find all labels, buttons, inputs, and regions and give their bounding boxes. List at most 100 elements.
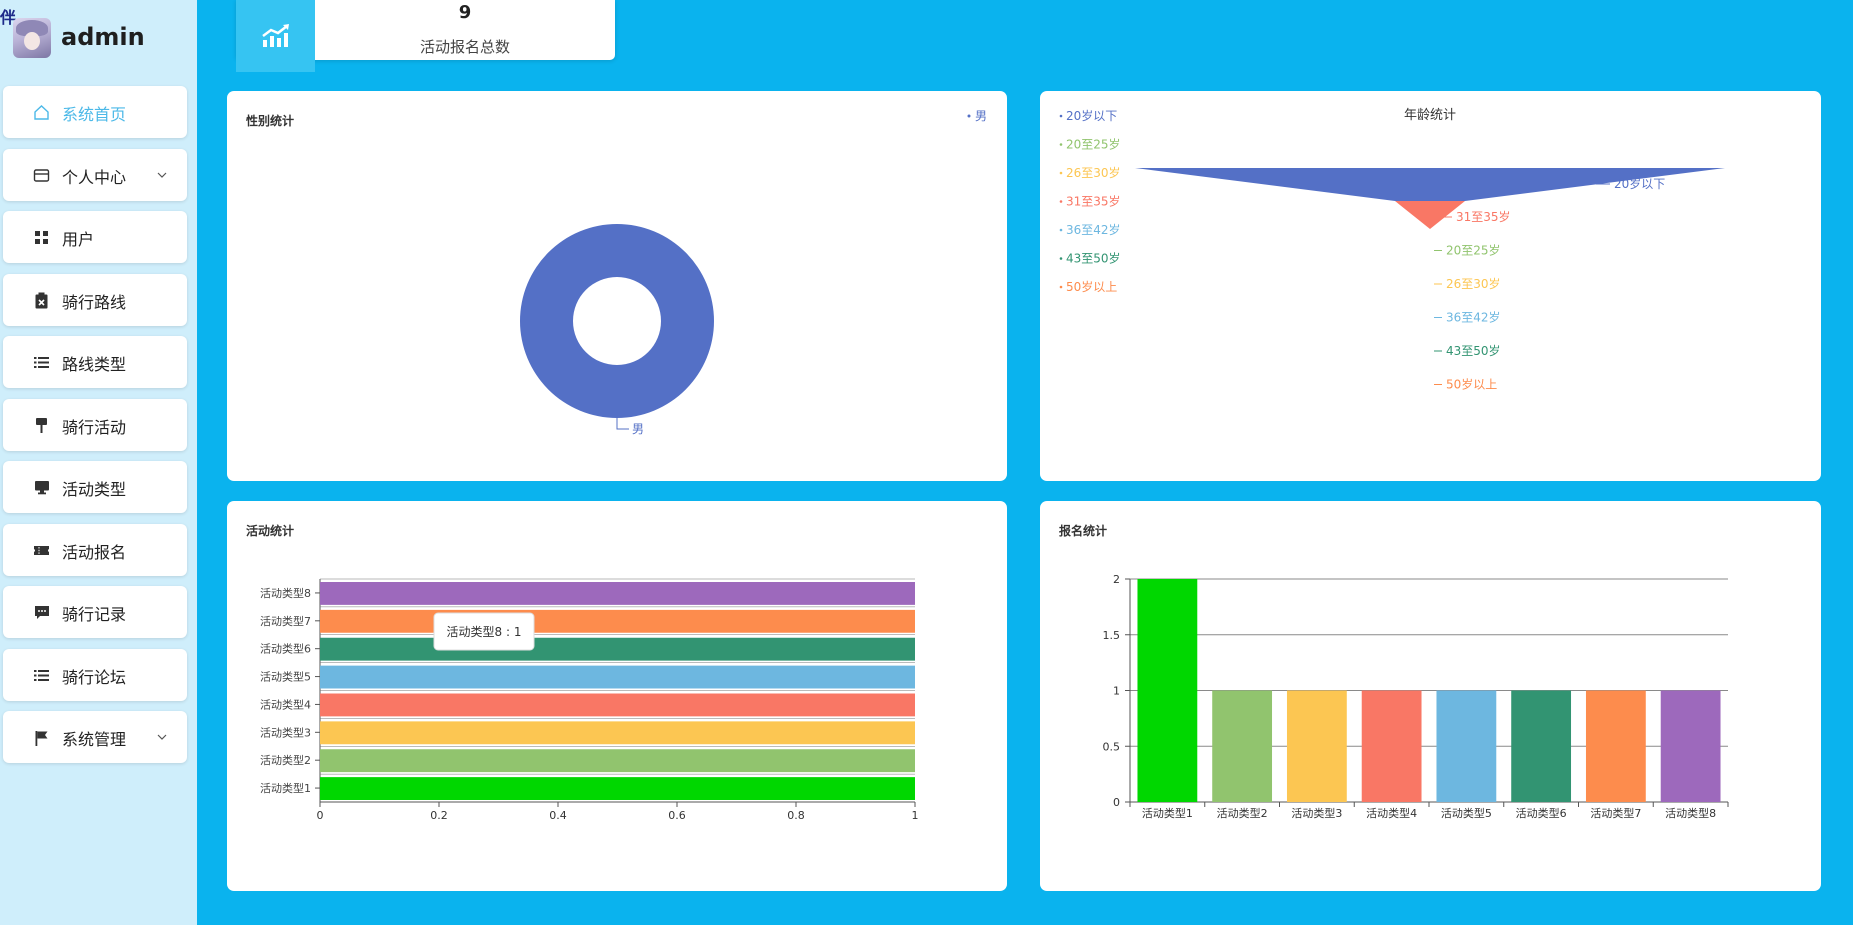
sidebar-item-7[interactable]: 活动类型 xyxy=(3,461,187,513)
bar xyxy=(320,637,915,661)
legend-label: 50岁以上 xyxy=(1066,279,1117,294)
funnel-segment xyxy=(1135,168,1725,201)
sidebar-item-label: 活动类型 xyxy=(62,480,127,499)
bar xyxy=(320,749,915,773)
sidebar-item-2[interactable]: 个人中心 xyxy=(3,148,187,201)
x-tick-label: 0.2 xyxy=(430,809,448,822)
y-tick-label: 活动类型3 xyxy=(260,725,311,739)
bar xyxy=(1660,690,1721,802)
avatar[interactable] xyxy=(13,18,51,58)
funnel-label: 20至25岁 xyxy=(1446,243,1501,258)
y-tick-label: 活动类型4 xyxy=(260,697,311,711)
x-tick-label: 0.8 xyxy=(787,809,805,822)
stat-card-signup-total: 9 活动报名总数 xyxy=(236,0,615,72)
chevron-down-icon xyxy=(157,727,167,740)
legend-marker xyxy=(1059,200,1063,203)
funnel-label: 31至35岁 xyxy=(1456,209,1511,224)
sidebar-item-label: 系统首页 xyxy=(62,105,127,124)
trend-chart-icon xyxy=(236,0,315,72)
username: admin xyxy=(61,23,145,51)
sidebar-item-label: 骑行活动 xyxy=(62,417,127,437)
sidebar-item-label: 骑行论坛 xyxy=(62,667,127,687)
tooltip-text: 活动类型8 : 1 xyxy=(447,625,522,639)
legend-marker xyxy=(1059,114,1063,118)
bar xyxy=(1585,690,1646,802)
legend-marker xyxy=(1059,285,1063,289)
home-icon xyxy=(33,104,50,121)
sidebar-item-6[interactable]: 骑行活动 xyxy=(3,398,187,451)
funnel-label: 50岁以上 xyxy=(1446,377,1497,392)
funnel-segment xyxy=(1395,201,1465,229)
legend-marker xyxy=(1059,257,1063,260)
funnel-label: 43至50岁 xyxy=(1446,343,1501,358)
y-tick-label: 活动类型1 xyxy=(260,781,311,795)
flag-icon xyxy=(33,729,50,746)
x-tick-label: 活动类型7 xyxy=(1590,806,1641,820)
y-tick-label: 1.5 xyxy=(1103,629,1121,642)
monitor-icon xyxy=(33,479,50,496)
bar xyxy=(1286,690,1347,802)
sidebar: 伴 admin 系统首页 个人中心 用户 骑行路线 路线类型 骑行活动 活动类型 活动报名 骑行… xyxy=(0,0,197,925)
y-tick-label: 1 xyxy=(1113,685,1120,698)
bar xyxy=(320,693,915,717)
legend-marker xyxy=(1059,171,1063,175)
sidebar-item-3[interactable]: 用户 xyxy=(3,211,187,263)
bar xyxy=(1212,690,1273,802)
y-tick-label: 0.5 xyxy=(1103,740,1121,753)
bar xyxy=(320,582,915,605)
stat-value: 9 xyxy=(458,2,472,23)
y-tick-label: 0 xyxy=(1113,796,1120,809)
bar xyxy=(320,721,915,745)
signup-panel: 报名统计 0 0.5 1 1.5 2 活动类型1 活动类型2 活动类型3 活动类型4 活动类型5 活… xyxy=(1040,501,1821,891)
panel-title: 活动统计 xyxy=(246,524,295,538)
activity-panel: 活动统计 0 0.2 0.4 0.6 0.8 1 活动类型8 活动类型7 活动类型6 活动类型5 活… xyxy=(227,501,1007,891)
x-tick-label: 活动类型6 xyxy=(1516,806,1567,820)
legend-label: 31至35岁 xyxy=(1066,194,1121,209)
sidebar-item-label: 骑行记录 xyxy=(62,605,127,624)
panel-title: 报名统计 xyxy=(1059,524,1108,538)
sidebar-item-9[interactable]: 骑行记录 xyxy=(3,586,187,638)
legend-label: 20岁以下 xyxy=(1066,108,1117,123)
age-funnel-chart: 年龄统计 20岁以下 20至25岁 26至30岁 31至35岁 36至42岁 43至50岁 5… xyxy=(1059,108,1725,392)
legend-marker xyxy=(1059,228,1063,232)
legend-label: 男 xyxy=(975,109,987,123)
y-tick-label: 活动类型7 xyxy=(260,614,311,628)
age-panel: 年龄统计 20岁以下 20至25岁 26至30岁 31至35岁 36至42岁 43至50岁 5… xyxy=(1040,91,1821,481)
stat-label: 活动报名总数 xyxy=(419,38,510,56)
sidebar-item-10[interactable]: 骑行论坛 xyxy=(3,648,187,701)
sidebar-item-label: 系统管理 xyxy=(62,730,127,749)
pie-slice xyxy=(520,224,714,418)
slice-label: 男 xyxy=(632,422,644,436)
list-icon xyxy=(33,354,50,371)
x-tick-label: 1 xyxy=(912,809,919,822)
sidebar-item-1[interactable]: 系统首页 xyxy=(3,86,187,138)
clipboard-icon xyxy=(33,292,50,309)
legend-marker xyxy=(1059,143,1063,146)
x-tick-label: 活动类型2 xyxy=(1217,806,1268,820)
legend-label: 26至30岁 xyxy=(1066,165,1121,180)
sidebar-item-4[interactable]: 骑行路线 xyxy=(3,273,187,326)
signup-bar-chart: 0 0.5 1 1.5 2 活动类型1 活动类型2 活动类型3 活动类型4 活动类型5 活动类型6 活… xyxy=(1103,573,1729,820)
tooltip-box xyxy=(433,612,535,651)
sidebar-item-label: 活动报名 xyxy=(62,542,127,562)
y-tick-label: 活动类型6 xyxy=(260,642,311,656)
sidebar-item-11[interactable]: 系统管理 xyxy=(3,711,187,763)
funnel-label: 20岁以下 xyxy=(1614,176,1665,191)
flag-pennant-icon xyxy=(33,417,50,434)
bar xyxy=(1137,579,1198,802)
x-tick-label: 0.6 xyxy=(668,809,686,822)
funnel-label: 36至42岁 xyxy=(1446,310,1501,325)
bar xyxy=(320,777,915,800)
x-tick-label: 活动类型8 xyxy=(1665,806,1716,820)
slice-label-line xyxy=(616,418,629,430)
legend-label: 20至25岁 xyxy=(1066,137,1121,152)
sidebar-item-label: 骑行路线 xyxy=(62,292,127,312)
sidebar-item-5[interactable]: 路线类型 xyxy=(3,336,187,388)
x-tick-label: 活动类型4 xyxy=(1366,806,1417,820)
sidebar-item-label: 路线类型 xyxy=(62,355,127,374)
list-icon xyxy=(33,667,50,684)
x-tick-label: 活动类型1 xyxy=(1142,806,1193,820)
sidebar-item-8[interactable]: 活动报名 xyxy=(3,523,187,576)
legend-marker xyxy=(967,114,971,118)
chart-title: 年龄统计 xyxy=(1404,108,1456,123)
